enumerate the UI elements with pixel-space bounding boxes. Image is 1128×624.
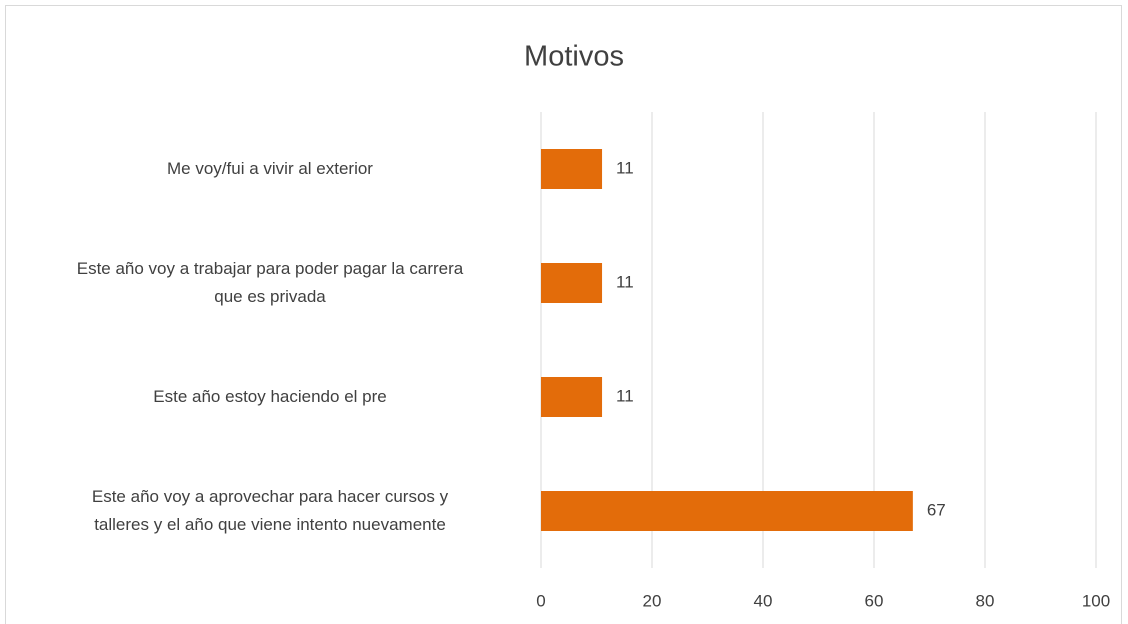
bar — [541, 491, 913, 531]
y-tick-label: Este año voy a aprovechar para hacer cur… — [91, 487, 449, 534]
data-label: 11 — [616, 386, 634, 405]
data-label: 11 — [616, 272, 634, 291]
chart-border — [5, 5, 1122, 624]
x-tick-label: 40 — [754, 591, 773, 610]
x-tick-label: 20 — [643, 591, 662, 610]
bar — [541, 377, 603, 417]
data-label: 11 — [616, 158, 634, 177]
x-tick-label: 100 — [1082, 591, 1110, 610]
y-tick-label: Este año estoy haciendo el pre — [153, 387, 387, 406]
bar — [541, 149, 603, 189]
y-tick-label: Este año voy a trabajar para poder pagar… — [76, 259, 464, 306]
x-tick-label: 60 — [865, 591, 884, 610]
chart-title: Motivos — [524, 41, 624, 73]
x-tick-label: 80 — [976, 591, 995, 610]
bar — [541, 263, 603, 303]
x-tick-label: 0 — [536, 591, 545, 610]
data-label: 67 — [927, 500, 946, 519]
y-tick-label: Me voy/fui a vivir al exterior — [167, 159, 373, 178]
